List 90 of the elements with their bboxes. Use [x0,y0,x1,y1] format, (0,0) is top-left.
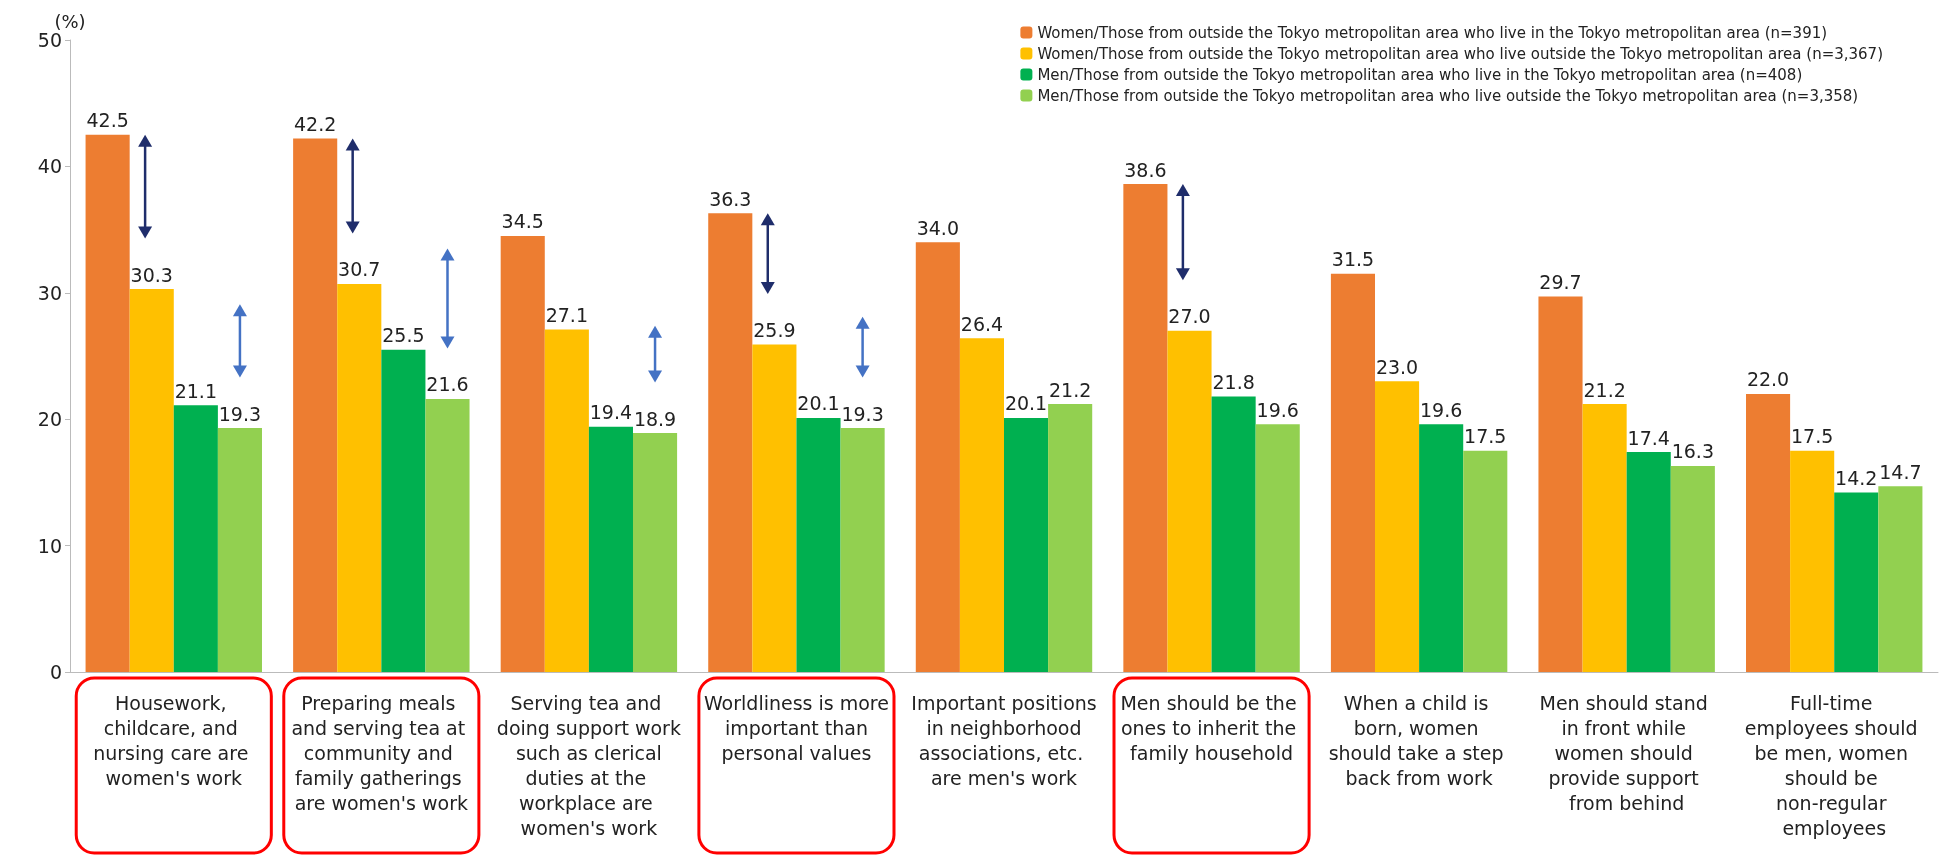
data-label: 38.6 [1124,158,1167,181]
legend-label: Men/Those from outside the Tokyo metropolitan area who live in the Tokyo metropolitan area (n=408) [1037,65,1803,84]
y-tick-label: 40 [37,155,62,178]
bar [217,428,262,672]
data-label: 31.5 [1331,248,1375,271]
bar [1790,450,1835,672]
data-label: 19.6 [1256,398,1299,421]
data-label: 21.2 [1583,378,1626,401]
data-label: 21.2 [1049,378,1092,401]
bar [1626,452,1671,672]
y-tick-label: 30 [37,281,62,304]
legend-label: Women/Those from outside the Tokyo metropolitan area who live outside the Tokyo metropolitan area (n=3,367) [1037,44,1884,63]
bar [1255,424,1300,672]
data-label: 27.1 [545,303,588,326]
bar [840,428,885,672]
x-tick-label: Full-time employees should be men, women should be non-regular employees [1744,691,1924,839]
x-tick-label: Preparing meals and serving tea at community and family gatherings are women's work [291,691,472,814]
data-label: 42.5 [86,109,129,132]
data-label: 34.0 [916,216,959,239]
x-tick-label: When a child is born, women should take a step back from work [1328,691,1510,789]
x-tick-label: Worldliness is more important than personal values [703,691,889,764]
bar [1582,404,1627,672]
bar [1878,486,1923,672]
bar [1211,396,1256,672]
data-label: 42.2 [294,113,337,136]
data-label: 18.9 [633,407,677,430]
data-label: 29.7 [1539,271,1582,294]
data-label: 16.3 [1671,440,1714,463]
x-tick-label: Serving tea and doing support work such as clerical duties at the workplace are women's work [496,691,681,839]
data-label: 34.5 [501,210,544,233]
data-label: 17.5 [1791,425,1834,448]
bar [129,289,174,672]
data-label: 25.5 [382,324,425,347]
data-label: 30.3 [130,263,173,286]
bar [1538,296,1583,672]
data-label: 21.8 [1212,370,1255,393]
data-label: 36.3 [709,187,752,210]
bar [173,405,218,672]
data-label: 14.7 [1879,460,1922,483]
data-label: 19.3 [841,402,884,425]
bar [796,417,841,672]
bar [1048,404,1093,672]
bar [1330,273,1376,672]
bar [1670,465,1715,672]
bar [500,235,545,672]
bar [1004,417,1049,672]
data-label: 30.7 [338,258,381,281]
bar [1463,450,1508,672]
bar [425,398,470,672]
x-tick-label: Housework, childcare, and nursing care are women's work [93,691,255,789]
bar [752,344,797,672]
legend-label: Women/Those from outside the Tokyo metropolitan area who live in the Tokyo metropolitan area (n=391) [1037,23,1828,42]
data-label: 17.4 [1627,426,1670,449]
x-tick-label: Men should be the ones to inherit the family household [1120,691,1303,764]
bar [1746,393,1791,672]
bar [544,329,589,672]
data-label: 26.4 [960,312,1004,335]
y-tick-label: 0 [49,661,62,683]
data-label: 20.1 [1004,392,1048,415]
data-label: 21.1 [174,379,217,402]
data-label: 22.0 [1746,368,1790,391]
data-label: 21.6 [426,373,469,396]
data-label: 19.6 [1420,398,1463,421]
bar [1419,424,1464,672]
bar [381,349,426,672]
data-label: 27.0 [1168,305,1211,328]
bar [588,426,633,672]
y-tick-label: 10 [37,534,62,557]
data-label: 19.4 [589,401,633,424]
data-label: 14.2 [1835,467,1878,490]
bar [632,433,678,672]
data-label: 19.3 [218,402,262,425]
bar [85,134,130,672]
data-label: 25.9 [753,319,796,342]
bar [708,213,753,672]
bar [1167,330,1212,672]
legend-label: Men/Those from outside the Tokyo metropolitan area who live outside the Tokyo metropolitan area (n=3,358) [1037,86,1859,105]
data-label: 20.1 [797,392,840,415]
x-tick-label: Men should stand in front while women should provide support from behind [1539,691,1714,814]
y-tick-label: 20 [37,408,62,431]
bar [1375,381,1420,672]
bar [337,283,382,672]
bar [1123,184,1168,672]
bar [959,338,1004,672]
bar [293,138,338,672]
x-tick-label: Important positions in neighborhood associations, etc. are men's work [911,691,1097,789]
data-label: 17.5 [1464,425,1507,448]
data-label: 23.0 [1375,355,1419,378]
bar [915,242,960,672]
bar [1834,492,1879,672]
